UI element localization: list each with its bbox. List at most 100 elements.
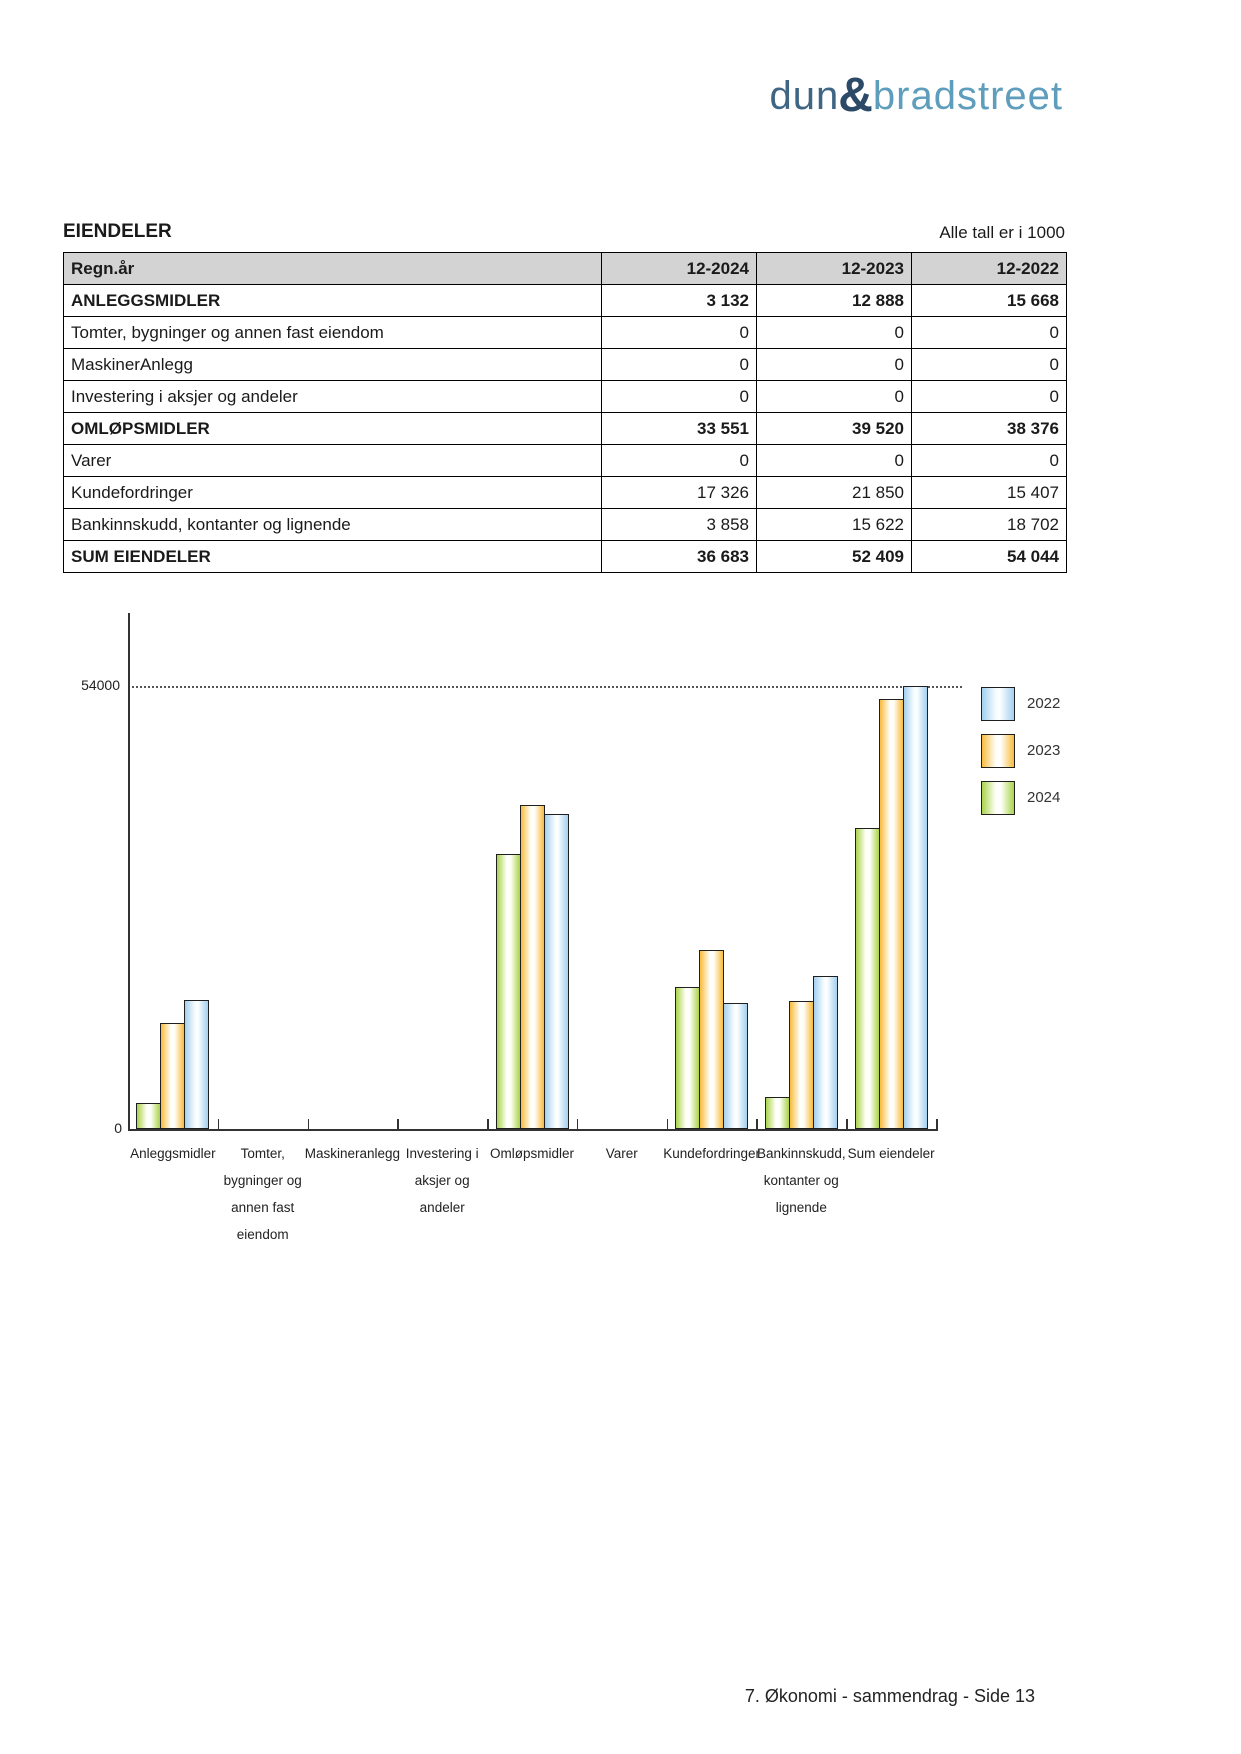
value-cell: 0	[601, 444, 757, 477]
bar-2023	[519, 805, 545, 1129]
assets-table-body: Regn.år 12-2024 12-2023 12-2022 ANLEGGSMIDLE…	[63, 252, 1067, 573]
header-year-cell: 12-2023	[756, 252, 912, 285]
value-cell: 21 850	[756, 476, 912, 509]
category-label-line: annen fast	[231, 1200, 295, 1215]
gridline-54000	[128, 686, 962, 688]
value-cell: 3 858	[601, 508, 757, 541]
row-label-cell: Bankinnskudd, kontanter og lignende	[63, 508, 602, 541]
legend-label-2023: 2023	[1027, 742, 1061, 759]
value-cell: 0	[601, 380, 757, 413]
row-label-cell: OMLØPSMIDLER	[63, 412, 602, 445]
value-cell: 0	[911, 380, 1067, 413]
value-cell: 0	[911, 316, 1067, 349]
category-label-line: Omløpsmidler	[490, 1146, 575, 1161]
table-row: Bankinnskudd, kontanter og lignende 3 858…	[63, 508, 1067, 541]
value-cell: 33 551	[601, 412, 757, 445]
row-label-cell: Kundefordringer	[63, 476, 602, 509]
header-year-cell: 12-2022	[911, 252, 1067, 285]
y-axis-line	[128, 613, 130, 1131]
value-cell: 54 044	[911, 540, 1067, 573]
x-axis-tick	[846, 1119, 848, 1131]
bar-2023	[160, 1023, 186, 1129]
category-label-line: Bankinnskudd,	[757, 1146, 846, 1161]
category-label-line: lignende	[775, 1200, 827, 1215]
value-cell: 0	[601, 348, 757, 381]
category-label-line: Varer	[605, 1146, 638, 1161]
logo-dun: dun	[769, 74, 840, 118]
x-axis-tick	[217, 1119, 220, 1131]
table-row: Tomter, bygninger og annen fast eiendom 0…	[63, 316, 1067, 349]
value-cell: 0	[756, 316, 912, 349]
bar-2024	[854, 828, 880, 1129]
x-axis-tick	[756, 1119, 758, 1131]
y-axis-zero-label: 0	[114, 1120, 122, 1136]
bar-2024	[764, 1097, 790, 1129]
value-cell: 0	[911, 348, 1067, 381]
row-label-cell: Investering i aksjer og andeler	[63, 380, 602, 413]
legend-swatch-2024	[981, 781, 1015, 815]
value-cell: 12 888	[756, 284, 912, 317]
bar-2024	[675, 987, 701, 1129]
table-header-row: Regn.år 12-2024 12-2023 12-2022	[63, 252, 1067, 285]
value-cell: 0	[756, 348, 912, 381]
value-cell: 38 376	[911, 412, 1067, 445]
legend-swatch-2022	[981, 687, 1015, 721]
bar-2024	[136, 1103, 162, 1129]
category-label-line: Tomter,	[240, 1146, 285, 1161]
table-row: SUM EIENDELER 36 683 52 409 54 044	[63, 540, 1067, 573]
x-axis-line	[128, 1129, 938, 1131]
y-axis-max-label: 54000	[81, 677, 120, 693]
table-row: ANLEGGSMIDLER 3 132 12 888 15 668	[63, 284, 1067, 317]
category-label-line: Anleggsmidler	[130, 1146, 216, 1161]
bar-2023	[699, 950, 725, 1129]
value-cell: 36 683	[601, 540, 757, 573]
header-regnar-cell: Regn.år	[63, 252, 602, 285]
logo-bradstreet: bradstreet	[872, 74, 1063, 118]
x-axis-tick	[936, 1119, 938, 1131]
bar-2022	[812, 976, 838, 1129]
bar-2022	[723, 1003, 749, 1129]
legend-label-2022: 2022	[1027, 695, 1061, 712]
x-axis-tick	[487, 1119, 489, 1131]
units-note: Alle tall er i 1000	[939, 223, 1065, 242]
bar-2024	[495, 854, 521, 1129]
header-year-cell: 12-2024	[601, 252, 757, 285]
value-cell: 0	[756, 380, 912, 413]
section-title: EIENDELER	[63, 221, 172, 242]
footer-page-label: 7. Økonomi - sammendrag - Side 13	[744, 1686, 1035, 1706]
value-cell: 0	[911, 444, 1067, 477]
category-label-line: eiendom	[236, 1227, 289, 1242]
value-cell: 3 132	[601, 284, 757, 317]
x-axis-tick	[666, 1119, 669, 1131]
logo-ampersand-icon: &	[838, 69, 874, 122]
x-axis-tick	[307, 1119, 310, 1131]
value-cell: 15 407	[911, 476, 1067, 509]
category-label-line: bygninger og	[223, 1173, 302, 1188]
assets-table: Regn.år 12-2024 12-2023 12-2022 ANLEGGSMIDLE…	[63, 252, 1067, 573]
value-cell: 15 668	[911, 284, 1067, 317]
value-cell: 17 326	[601, 476, 757, 509]
table-row: Varer 0 0 0	[63, 444, 1067, 477]
bar-2022	[184, 1000, 210, 1129]
x-axis-tick	[397, 1119, 399, 1131]
value-cell: 39 520	[756, 412, 912, 445]
row-label-cell: Tomter, bygninger og annen fast eiendom	[63, 316, 602, 349]
category-label-line: Maskineranlegg	[304, 1146, 401, 1161]
legend-swatch-2023	[981, 734, 1015, 768]
value-cell: 0	[756, 444, 912, 477]
value-cell: 0	[601, 316, 757, 349]
table-row: Kundefordringer 17 326 21 850 15 407	[63, 476, 1067, 509]
row-label-cell: ANLEGGSMIDLER	[63, 284, 602, 317]
row-label-cell: Varer	[63, 444, 602, 477]
value-cell: 18 702	[911, 508, 1067, 541]
category-label-line: Investering i	[405, 1146, 479, 1161]
category-label-line: andeler	[419, 1200, 465, 1215]
assets-bar-chart: 54000 0 Anleggsmidler Tomter, bygninger og an…	[0, 600, 1241, 1280]
category-label-line: aksjer og	[414, 1173, 470, 1188]
value-cell: 52 409	[756, 540, 912, 573]
table-row: MaskinerAnlegg 0 0 0	[63, 348, 1067, 381]
row-label-cell: MaskinerAnlegg	[63, 348, 602, 381]
category-label-line: Sum eiendeler	[847, 1146, 935, 1161]
bar-2022	[902, 686, 928, 1129]
